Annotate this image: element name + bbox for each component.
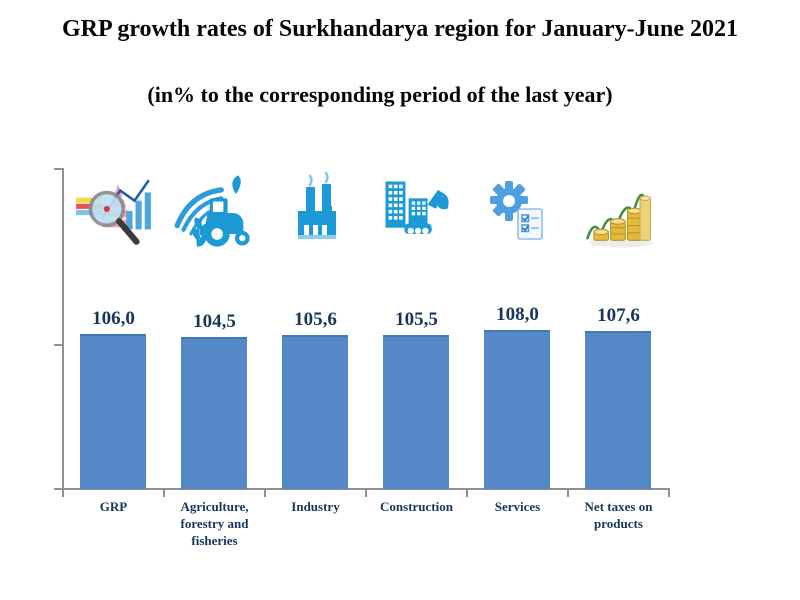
y-axis-tick [54, 168, 63, 170]
category-label: Net taxes on products [584, 499, 653, 531]
factory-industry-icon [265, 168, 366, 258]
chart-column-net-taxes: 107,6 Net taxes on products [568, 168, 669, 531]
bar-value-label: 104,5 [193, 311, 236, 332]
coins-growth-icon [568, 168, 669, 258]
gear-checklist-icon [467, 168, 568, 258]
x-axis-tick [264, 488, 266, 497]
x-axis-line [54, 488, 670, 490]
magnifier-bar-chart-icon [63, 168, 164, 258]
bar[interactable] [383, 335, 449, 489]
bar[interactable] [181, 337, 247, 489]
bar-value-label: 108,0 [496, 304, 539, 325]
bar-value-label: 107,6 [597, 305, 640, 326]
chart-subtitle: (in% to the corresponding period of the … [147, 82, 613, 107]
x-axis-tick [163, 488, 165, 497]
category-label: GRP [99, 499, 128, 514]
bar[interactable] [80, 334, 146, 489]
y-axis-line [62, 168, 64, 489]
bar[interactable] [484, 330, 550, 489]
tractor-agriculture-icon [164, 168, 265, 258]
chart-column-agriculture: 104,5 Agriculture, forestry and fisherie… [164, 168, 265, 548]
plot-area: 106,0 GRP [63, 168, 669, 548]
category-label: Construction [380, 499, 453, 514]
x-axis-tick [668, 488, 670, 497]
bar-value-label: 105,5 [395, 309, 438, 330]
x-axis-tick [365, 488, 367, 497]
excavator-construction-icon [366, 168, 467, 258]
y-axis-tick [54, 344, 63, 346]
chart-column-construction: 105,5 Construction [366, 168, 467, 514]
category-label: Agriculture, forestry and fisheries [180, 499, 249, 548]
x-axis-tick [466, 488, 468, 497]
bar[interactable] [585, 331, 651, 489]
category-label: Services [494, 499, 541, 514]
x-axis-tick [567, 488, 569, 497]
bar[interactable] [282, 335, 348, 489]
x-axis-tick [62, 488, 64, 497]
bar-value-label: 105,6 [294, 309, 337, 330]
chart-column-services: 108,0 Services [467, 168, 568, 514]
chart-column-grp: 106,0 GRP [63, 168, 164, 514]
chart-column-industry: 105,6 Industry [265, 168, 366, 514]
chart-title: GRP growth rates of Surkhandarya region … [61, 16, 739, 42]
bar-value-label: 106,0 [92, 308, 135, 329]
category-label: Industry [291, 499, 340, 514]
